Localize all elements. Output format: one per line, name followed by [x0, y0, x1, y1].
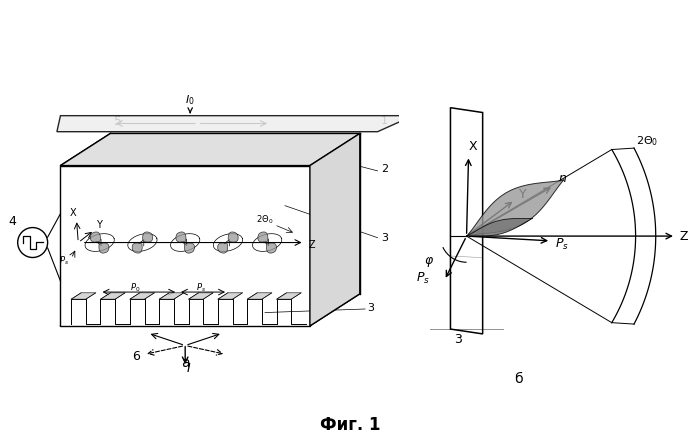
Polygon shape [258, 232, 268, 242]
Polygon shape [185, 243, 195, 253]
Polygon shape [57, 116, 413, 132]
Polygon shape [466, 180, 564, 236]
Text: 3: 3 [382, 233, 388, 243]
Polygon shape [188, 293, 214, 299]
Text: $P_s$: $P_s$ [196, 281, 206, 294]
Text: $P_0$: $P_0$ [130, 281, 141, 294]
Polygon shape [267, 243, 276, 253]
Text: 6: 6 [132, 350, 139, 363]
Polygon shape [218, 293, 242, 299]
Text: 3: 3 [367, 303, 374, 313]
Polygon shape [159, 293, 184, 299]
Polygon shape [101, 293, 125, 299]
Polygon shape [247, 293, 272, 299]
Text: $P_s$: $P_s$ [555, 237, 569, 252]
Text: $n$: $n$ [558, 172, 567, 185]
Polygon shape [60, 134, 360, 165]
Polygon shape [132, 243, 142, 253]
Polygon shape [451, 108, 483, 334]
Text: 1: 1 [382, 116, 388, 126]
Text: $P_s$: $P_s$ [59, 255, 69, 267]
Text: 4: 4 [9, 215, 17, 228]
Polygon shape [143, 232, 153, 242]
Text: $I$: $I$ [186, 362, 191, 375]
Text: $2\Theta_0$: $2\Theta_0$ [256, 214, 274, 227]
Polygon shape [176, 232, 186, 242]
Text: 2: 2 [382, 164, 388, 174]
Polygon shape [99, 243, 109, 253]
Text: $P_s$: $P_s$ [416, 271, 430, 286]
Text: $\varphi$: $\varphi$ [424, 255, 435, 269]
Text: 5: 5 [114, 115, 122, 128]
Text: Z: Z [680, 230, 688, 243]
Text: Y: Y [96, 220, 102, 230]
Text: X: X [69, 208, 76, 218]
Polygon shape [130, 293, 155, 299]
Polygon shape [466, 218, 533, 236]
Text: Фиг. 1: Фиг. 1 [320, 416, 380, 434]
Polygon shape [71, 293, 96, 299]
Polygon shape [228, 232, 238, 242]
Text: $2\Theta_0$: $2\Theta_0$ [636, 134, 658, 148]
Text: $I_0$: $I_0$ [186, 93, 195, 113]
Polygon shape [218, 243, 228, 253]
Text: б: б [514, 372, 523, 386]
Text: Y: Y [519, 188, 526, 201]
Text: Z: Z [308, 240, 315, 250]
Text: 3: 3 [454, 333, 463, 346]
Polygon shape [276, 293, 301, 299]
Polygon shape [60, 165, 310, 326]
Polygon shape [90, 232, 100, 242]
Text: а: а [181, 356, 190, 370]
Polygon shape [310, 134, 360, 326]
Text: X: X [468, 140, 477, 153]
